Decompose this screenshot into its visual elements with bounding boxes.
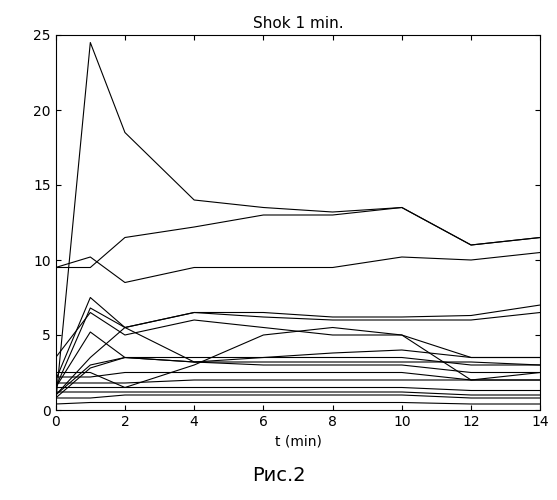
Text: Рис.2: Рис.2	[252, 466, 305, 485]
X-axis label: t (min): t (min)	[275, 434, 321, 448]
Title: Shok 1 min.: Shok 1 min.	[253, 16, 343, 31]
